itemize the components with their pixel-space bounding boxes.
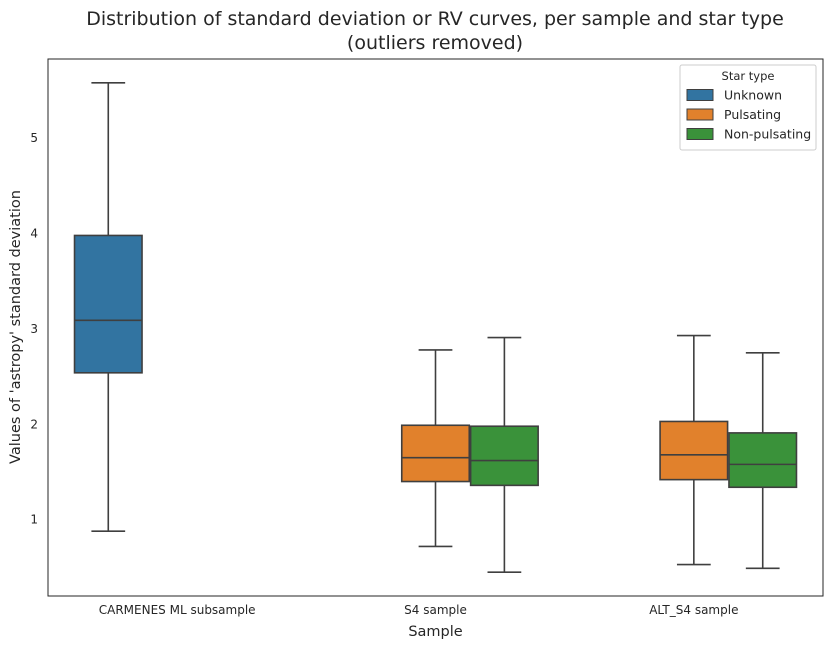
x-axis-ticks: CARMENES ML subsample S4 sample ALT_S4 sam…	[99, 603, 739, 617]
iqr-box	[469, 425, 539, 487]
box-pulsating	[400, 349, 471, 548]
legend-label-pulsating: Pulsating	[724, 107, 781, 122]
legend-label-non-pulsating: Non-pulsating	[724, 127, 811, 142]
y-axis-label: Values of 'astropy' standard deviation	[8, 190, 24, 464]
y-tick-label: 3	[30, 322, 38, 336]
x-axis-label: Sample	[408, 624, 462, 640]
legend-items: Unknown Pulsating Non-pulsating	[686, 88, 811, 142]
legend-swatch-pulsating	[686, 108, 714, 121]
box-layer	[73, 82, 798, 573]
x-tick-label: S4 sample	[404, 603, 467, 617]
box-non-pulsating	[728, 351, 798, 570]
legend: Star type Unknown Pulsating Non-pulsating	[679, 64, 817, 151]
x-tick-label: ALT_S4 sample	[649, 603, 738, 617]
plot-frame	[47, 58, 824, 597]
chart-title-line-1: Distribution of standard deviation or RV…	[86, 8, 784, 30]
legend-swatch-non-pulsating	[686, 128, 714, 140]
y-tick-label: 5	[30, 131, 38, 145]
legend-frame	[679, 64, 817, 151]
y-tick-label: 4	[30, 227, 38, 241]
x-tick-label: CARMENES ML subsample	[99, 603, 256, 617]
y-axis-ticks: 1 2 3 4 5	[30, 131, 38, 527]
iqr-box	[73, 234, 143, 374]
chart-title-line-2: (outliers removed)	[347, 32, 523, 54]
box-non-pulsating	[469, 336, 539, 573]
y-tick-label: 1	[30, 513, 38, 527]
box-unknown	[73, 82, 143, 532]
legend-swatch-unknown	[686, 89, 714, 101]
legend-label-unknown: Unknown	[724, 88, 782, 103]
iqr-box	[659, 420, 729, 481]
iqr-box	[728, 432, 798, 489]
legend-title: Star type	[722, 69, 775, 83]
y-tick-label: 2	[30, 417, 38, 431]
iqr-box	[400, 424, 471, 483]
box-pulsating	[659, 334, 729, 566]
